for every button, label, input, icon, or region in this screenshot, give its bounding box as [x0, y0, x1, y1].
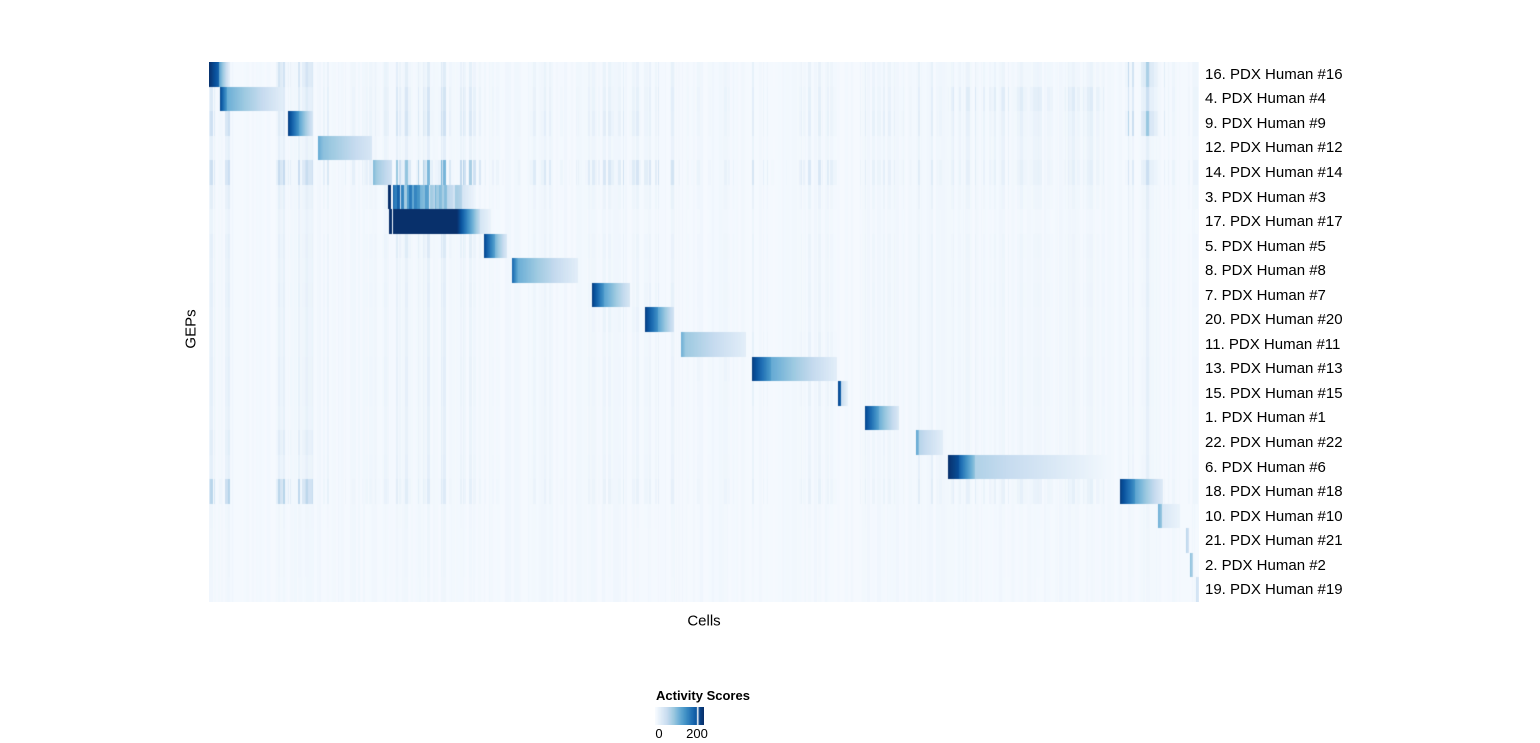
legend-tick-min: 0 — [655, 726, 663, 741]
row-label: 13. PDX Human #13 — [1205, 360, 1343, 378]
row-label: 22. PDX Human #22 — [1205, 433, 1343, 451]
legend-tick-labels: 0 200 — [655, 726, 715, 742]
row-label: 21. PDX Human #21 — [1205, 532, 1343, 550]
colorbar-legend: Activity Scores 0 200 — [655, 688, 775, 743]
row-label: 12. PDX Human #12 — [1205, 139, 1343, 157]
row-label: 1. PDX Human #1 — [1205, 409, 1326, 427]
row-label: 2. PDX Human #2 — [1205, 556, 1326, 574]
row-label: 7. PDX Human #7 — [1205, 286, 1326, 304]
x-axis-label: Cells — [687, 612, 721, 630]
row-labels: 16. PDX Human #16 4. PDX Human #4 9. PDX H… — [1205, 62, 1525, 602]
row-label: 10. PDX Human #10 — [1205, 507, 1343, 525]
row-label: 15. PDX Human #15 — [1205, 384, 1343, 402]
legend-tick-max: 200 — [686, 726, 708, 741]
row-label: 6. PDX Human #6 — [1205, 458, 1326, 476]
row-label: 18. PDX Human #18 — [1205, 483, 1343, 501]
y-axis-label: GEPs — [182, 309, 200, 349]
row-label: 3. PDX Human #3 — [1205, 188, 1326, 206]
row-label: 19. PDX Human #19 — [1205, 581, 1343, 599]
row-label: 16. PDX Human #16 — [1205, 65, 1343, 83]
legend-title: Activity Scores — [656, 688, 750, 703]
row-label: 17. PDX Human #17 — [1205, 213, 1343, 231]
legend-colorbar — [655, 707, 704, 725]
row-label: 9. PDX Human #9 — [1205, 114, 1326, 132]
row-label: 5. PDX Human #5 — [1205, 237, 1326, 255]
row-label: 20. PDX Human #20 — [1205, 311, 1343, 329]
row-label: 14. PDX Human #14 — [1205, 163, 1343, 181]
row-label: 11. PDX Human #11 — [1205, 335, 1341, 353]
row-label: 4. PDX Human #4 — [1205, 90, 1326, 108]
row-label: 8. PDX Human #8 — [1205, 262, 1326, 280]
heatmap-canvas — [209, 62, 1199, 602]
